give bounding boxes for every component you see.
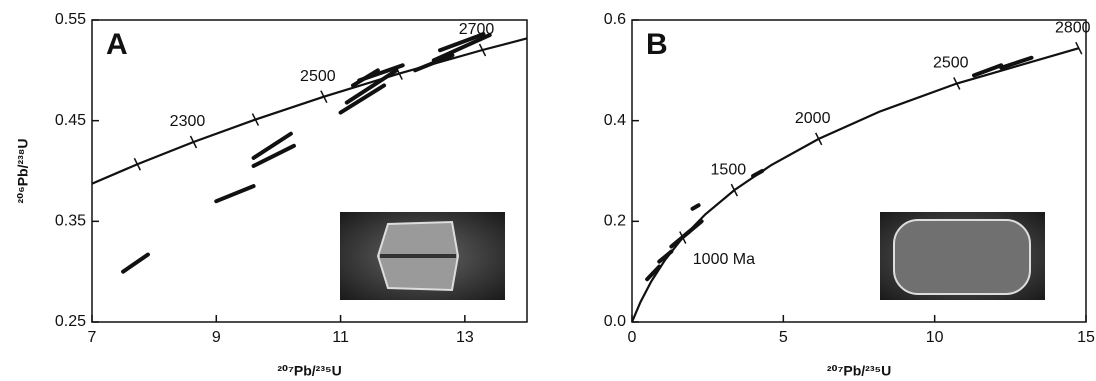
error-ellipse xyxy=(214,184,256,204)
age-label: 2300 xyxy=(170,113,206,130)
y-tick-label: 0.2 xyxy=(604,213,626,230)
y-tick-label: 0.4 xyxy=(604,112,626,129)
age-label: 2000 xyxy=(795,110,831,127)
age-label: 2700 xyxy=(459,21,495,38)
age-label: 1500 xyxy=(711,161,747,178)
panel-label: A xyxy=(106,28,128,61)
error-ellipse xyxy=(751,169,765,179)
x-tick-label: 0 xyxy=(628,329,637,346)
age-label: 2800 xyxy=(1055,19,1091,36)
x-tick-label: 10 xyxy=(926,329,944,346)
error-ellipse xyxy=(438,32,486,53)
frame xyxy=(91,19,528,323)
concordia-line xyxy=(632,47,1080,322)
plot-area xyxy=(92,32,527,274)
age-tick xyxy=(189,135,198,149)
error-ellipse xyxy=(121,252,150,274)
error-ellipse xyxy=(972,63,1004,78)
age-label: 2500 xyxy=(300,68,336,85)
error-ellipse xyxy=(357,63,405,83)
y-tick-label: 0.45 xyxy=(55,112,86,129)
error-ellipse xyxy=(999,55,1034,70)
frame xyxy=(631,19,1087,323)
error-ellipse xyxy=(344,68,399,105)
age-tick xyxy=(953,77,961,90)
age-tick xyxy=(815,132,823,146)
y-axis-label: ²⁰⁶Pb/²³⁸U xyxy=(15,138,31,203)
panel-label: B xyxy=(646,28,668,61)
y-tick-label: 0.6 xyxy=(604,11,626,28)
error-ellipse xyxy=(657,249,674,264)
x-tick-label: 7 xyxy=(88,329,97,346)
error-ellipse xyxy=(251,131,293,160)
error-ellipse xyxy=(338,83,387,115)
x-axis-label: ²⁰⁷Pb/²³⁵U xyxy=(827,363,891,379)
error-ellipse xyxy=(413,53,455,73)
error-ellipse xyxy=(690,203,701,211)
age-label: 2500 xyxy=(933,55,969,72)
error-ellipse xyxy=(251,143,296,168)
crystal xyxy=(893,219,1031,295)
age-label: 1000 Ma xyxy=(693,251,755,268)
age-tick xyxy=(251,113,260,126)
x-tick-label: 5 xyxy=(779,329,788,346)
age-tick xyxy=(320,90,328,104)
y-tick-label: 0.0 xyxy=(604,313,626,330)
age-tick xyxy=(133,157,142,171)
x-axis-label: ²⁰⁷Pb/²³⁵U xyxy=(277,363,341,379)
y-tick-label: 0.35 xyxy=(55,213,86,230)
error-ellipse xyxy=(681,219,704,239)
x-tick-label: 13 xyxy=(456,329,474,346)
y-tick-label: 0.55 xyxy=(55,11,86,28)
error-ellipse xyxy=(645,264,662,282)
x-tick-label: 11 xyxy=(332,329,349,346)
age-tick xyxy=(478,43,487,57)
error-ellipse xyxy=(431,33,492,63)
x-tick-label: 15 xyxy=(1077,329,1095,346)
age-tick xyxy=(1075,41,1083,55)
concordia-line xyxy=(92,37,527,185)
x-tick-label: 9 xyxy=(212,329,221,346)
plot-area xyxy=(632,41,1083,322)
y-tick-label: 0.25 xyxy=(55,313,86,330)
age-tick xyxy=(730,183,739,197)
